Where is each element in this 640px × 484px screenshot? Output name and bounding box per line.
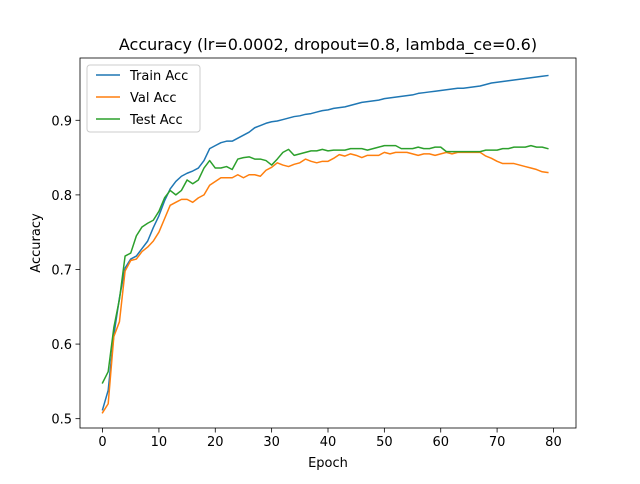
- y-axis-tick-label: 0.9: [51, 114, 72, 129]
- x-axis-tick-label: 30: [263, 435, 280, 450]
- axis-layer: 0 10 20 30 40 50 60 70 80 0.5 0.6 0.7 0.8 0.9: [51, 114, 561, 450]
- x-axis-tick-label: 20: [207, 435, 224, 450]
- x-axis-tick-label: 60: [432, 435, 449, 450]
- series-line-test-acc: [101, 144, 549, 384]
- y-axis-label: Accuracy: [29, 213, 44, 273]
- chart-title: Accuracy (lr=0.0002, dropout=0.8, lambda…: [119, 35, 537, 55]
- x-axis-tick-label: 0: [98, 435, 106, 450]
- x-axis-tick-label: 50: [376, 435, 393, 450]
- x-axis-tick-label: 10: [151, 435, 168, 450]
- legend-label: Test Acc: [129, 113, 183, 128]
- x-axis-tick-label: 80: [545, 435, 562, 450]
- legend-box: [86, 64, 201, 133]
- y-axis-tick-label: 0.8: [51, 189, 72, 204]
- plot-frame: [79, 57, 577, 429]
- x-axis-label: Epoch: [308, 456, 348, 471]
- y-axis-tick-label: 0.7: [51, 263, 72, 278]
- y-axis-tick-label: 0.5: [51, 413, 72, 428]
- legend-label: Val Acc: [130, 91, 177, 106]
- x-axis-tick-label: 70: [489, 435, 506, 450]
- legend: Train Acc Val Acc Test Acc: [86, 64, 201, 133]
- series-layer: [101, 74, 549, 414]
- series-line-train-acc: [101, 74, 549, 411]
- x-axis-tick-label: 40: [320, 435, 337, 450]
- y-axis-tick-label: 0.6: [51, 338, 72, 353]
- legend-label: Train Acc: [129, 69, 188, 84]
